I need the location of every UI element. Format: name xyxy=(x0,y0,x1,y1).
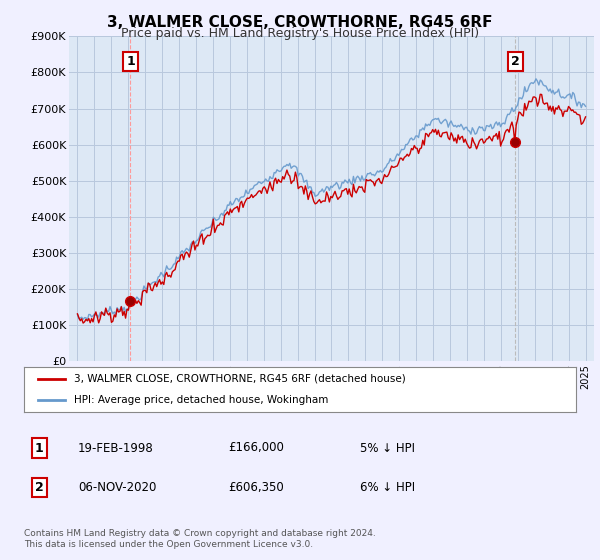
Text: HPI: Average price, detached house, Wokingham: HPI: Average price, detached house, Woki… xyxy=(74,394,328,404)
Text: 2: 2 xyxy=(511,55,520,68)
Text: 3, WALMER CLOSE, CROWTHORNE, RG45 6RF: 3, WALMER CLOSE, CROWTHORNE, RG45 6RF xyxy=(107,15,493,30)
Text: 2: 2 xyxy=(35,480,43,494)
Text: 1: 1 xyxy=(35,441,43,455)
Text: 19-FEB-1998: 19-FEB-1998 xyxy=(78,441,154,455)
Text: 06-NOV-2020: 06-NOV-2020 xyxy=(78,480,157,494)
Text: £166,000: £166,000 xyxy=(228,441,284,455)
Text: 3, WALMER CLOSE, CROWTHORNE, RG45 6RF (detached house): 3, WALMER CLOSE, CROWTHORNE, RG45 6RF (d… xyxy=(74,374,406,384)
Text: Contains HM Land Registry data © Crown copyright and database right 2024.
This d: Contains HM Land Registry data © Crown c… xyxy=(24,529,376,549)
Text: 6% ↓ HPI: 6% ↓ HPI xyxy=(360,480,415,494)
Text: Price paid vs. HM Land Registry's House Price Index (HPI): Price paid vs. HM Land Registry's House … xyxy=(121,27,479,40)
Text: £606,350: £606,350 xyxy=(228,480,284,494)
Text: 5% ↓ HPI: 5% ↓ HPI xyxy=(360,441,415,455)
Text: 1: 1 xyxy=(126,55,135,68)
